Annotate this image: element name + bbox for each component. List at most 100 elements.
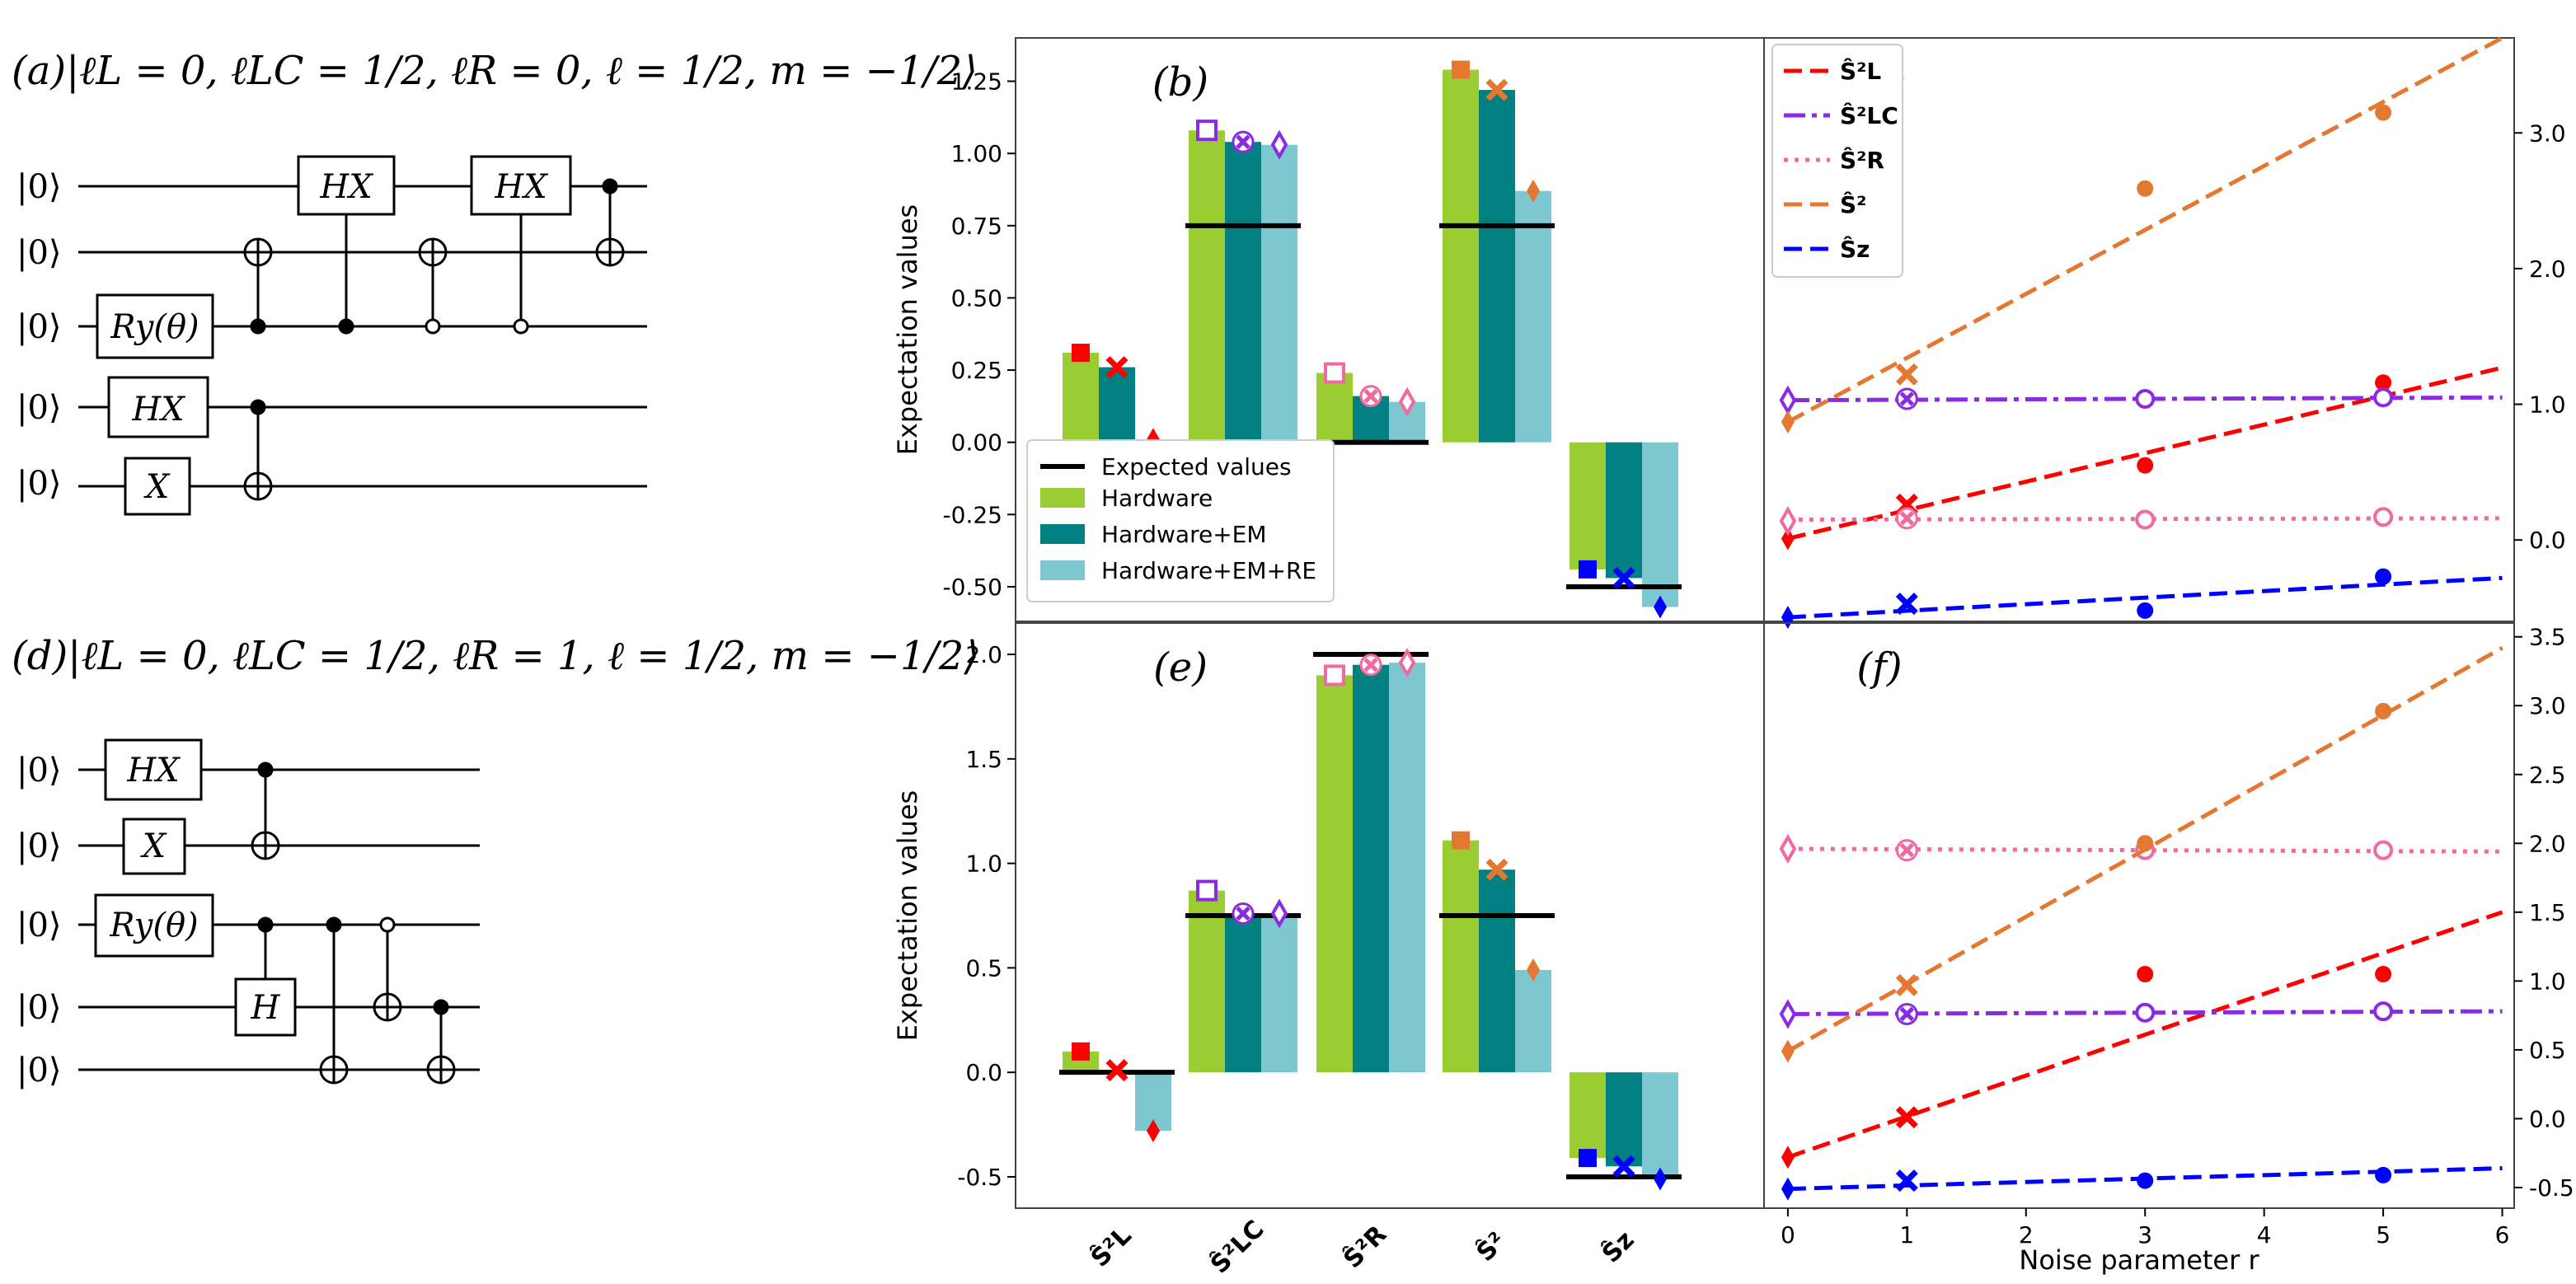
legend-label-expected: Expected values bbox=[1101, 453, 1292, 480]
y-tick-label: 0.0 bbox=[965, 1059, 1002, 1086]
marker-s2-3 bbox=[1527, 179, 1540, 203]
point-sl-1 bbox=[1895, 1106, 1918, 1129]
y-tick-label: 2.0 bbox=[965, 641, 1002, 668]
marker-sl-2 bbox=[1105, 356, 1128, 379]
y-tick-label: 1.0 bbox=[965, 851, 1002, 878]
marker-s2-2 bbox=[1485, 78, 1509, 101]
x-category-label-slc: Ŝ²LC bbox=[1204, 1214, 1270, 1280]
y-tick-label: 2.0 bbox=[2529, 830, 2566, 857]
marker-sz-1 bbox=[1579, 560, 1597, 579]
legend-label-2: Hardware+EM+RE bbox=[1101, 557, 1316, 584]
x-tick-label: 5 bbox=[2376, 1221, 2391, 1249]
point-slc-1 bbox=[1899, 391, 1915, 406]
point-sl-3 bbox=[2375, 966, 2392, 982]
y-tick-label: 0.5 bbox=[965, 954, 1002, 982]
panel-e-bar-chart: -0.5 0.0 0.5 1.0 1.5 2.0 Expectation values (e)… bbox=[892, 622, 1765, 1280]
y-tick-label: 3.5 bbox=[2529, 624, 2566, 651]
bar-slc-re bbox=[1261, 913, 1297, 1073]
point-s2-0 bbox=[1781, 410, 1795, 433]
point-sz-1 bbox=[1895, 593, 1918, 616]
y-axis-label: Expectation values bbox=[892, 204, 923, 455]
marker-sl-2 bbox=[1105, 1059, 1128, 1082]
point-sl-0 bbox=[1781, 1146, 1795, 1169]
legend-label-sr: Ŝ²R bbox=[1840, 146, 1884, 174]
panel-b-bar-chart: -0.50 -0.25 0.00 0.25 0.50 0.75 1.00 1.25 Expect… bbox=[892, 37, 1765, 622]
y-tick-label: 1.0 bbox=[2529, 391, 2566, 419]
x-tick-label: 0 bbox=[1781, 1221, 1795, 1249]
circuit-d-ket-1: |0⟩ bbox=[16, 752, 62, 790]
circuit-a-ket-4: |0⟩ bbox=[16, 389, 62, 427]
x-axis-label: Noise parameter r bbox=[2019, 1244, 2259, 1276]
point-sr-0 bbox=[1779, 506, 1797, 537]
legend-label-slc: Ŝ²LC bbox=[1840, 101, 1898, 129]
y-tick-label: -0.5 bbox=[2529, 1174, 2574, 1202]
marker-sr-3 bbox=[1398, 648, 1416, 678]
point-sl-2 bbox=[2137, 457, 2154, 474]
point-sr-3 bbox=[2373, 507, 2394, 527]
point-sz-0 bbox=[1781, 1177, 1795, 1201]
point-s2-0 bbox=[1781, 1039, 1795, 1063]
marker-slc-3 bbox=[1270, 898, 1288, 929]
marker-sl-3 bbox=[1147, 1119, 1160, 1143]
legend: Ŝ²L Ŝ²LC Ŝ²R Ŝ² Ŝz bbox=[1771, 44, 1903, 278]
x-category-label-sz: Ŝz bbox=[1596, 1225, 1640, 1269]
circuit-d-ket-5: |0⟩ bbox=[16, 1052, 62, 1090]
y-tick-label: -0.25 bbox=[943, 501, 1002, 528]
y-tick-label: 0.5 bbox=[2529, 1037, 2566, 1064]
legend-label-0: Hardware bbox=[1101, 485, 1213, 512]
plot-frame bbox=[1763, 37, 2515, 622]
point-slc-2 bbox=[2135, 388, 2156, 409]
marker-sz-3 bbox=[1654, 595, 1667, 619]
bar-sr-hardware bbox=[1316, 675, 1353, 1073]
bar-sr-em bbox=[1353, 664, 1389, 1073]
y-tick-label: 3.0 bbox=[2529, 119, 2566, 147]
x-category-label-s2: Ŝ² bbox=[1470, 1225, 1512, 1268]
y-tick-label: 0.0 bbox=[2529, 527, 2566, 554]
y-tick-label: 1.5 bbox=[965, 746, 1002, 773]
point-slc-2 bbox=[2135, 1002, 2156, 1023]
point-s2-2 bbox=[2137, 835, 2154, 852]
point-slc-3 bbox=[2373, 1001, 2394, 1022]
y-tick-label: 2.5 bbox=[2529, 761, 2566, 789]
y-tick-label: 0.50 bbox=[951, 284, 1002, 312]
marker-sz-3 bbox=[1654, 1167, 1667, 1191]
circuit-d-hx-gate: HX bbox=[126, 752, 181, 790]
point-sz-2 bbox=[2137, 1172, 2154, 1189]
circuit-d-ry-gate: Ry(θ) bbox=[109, 907, 198, 944]
y-tick-label: 1.25 bbox=[951, 68, 1002, 96]
y-tick-label: 1.5 bbox=[2529, 899, 2566, 926]
y-tick-label: 0.0 bbox=[2529, 1105, 2566, 1132]
circuit-a-ket-3: |0⟩ bbox=[16, 308, 62, 346]
point-slc-1 bbox=[1899, 1006, 1915, 1022]
point-sz-2 bbox=[2137, 602, 2154, 619]
marker-sr-2 bbox=[1363, 388, 1378, 404]
y-tick-label: 2.0 bbox=[2529, 255, 2566, 283]
point-slc-0 bbox=[1779, 385, 1797, 415]
y-tick-label: -0.5 bbox=[957, 1164, 1002, 1191]
point-sz-1 bbox=[1895, 1169, 1918, 1193]
bar-slc-re bbox=[1261, 144, 1297, 443]
circuit-a-title: (a)|ℓL = 0, ℓLC = 1/2, ℓR = 0, ℓ = 1/2, … bbox=[12, 48, 978, 94]
panel-label: (f) bbox=[1856, 644, 1902, 691]
bar-sl-em bbox=[1099, 367, 1135, 443]
marker-sz-1 bbox=[1579, 1149, 1597, 1168]
bar-s2-re bbox=[1515, 969, 1551, 1073]
y-tick-label: 0.25 bbox=[951, 357, 1002, 384]
marker-sr-1 bbox=[1324, 664, 1345, 687]
marker-sz-2 bbox=[1612, 566, 1635, 589]
circuit-d-x-gate: X bbox=[140, 827, 167, 865]
circuit-d-title: (d)|ℓL = 0, ℓLC = 1/2, ℓR = 1, ℓ = 1/2, … bbox=[12, 633, 979, 679]
plot-frame bbox=[1763, 622, 2515, 1209]
point-s2-3 bbox=[2375, 104, 2392, 121]
bar-slc-em bbox=[1225, 142, 1261, 443]
marker-slc-3 bbox=[1270, 129, 1288, 160]
bar-sr-hardware bbox=[1316, 373, 1353, 443]
y-axis-label: Expectation values bbox=[892, 790, 923, 1041]
circuit-a-hx-gate-1: HX bbox=[319, 168, 373, 206]
marker-sr-2 bbox=[1363, 657, 1378, 672]
circuit-a: (a)|ℓL = 0, ℓLC = 1/2, ℓR = 0, ℓ = 1/2, … bbox=[12, 48, 978, 516]
marker-slc-1 bbox=[1196, 879, 1218, 902]
marker-sr-3 bbox=[1398, 387, 1416, 417]
point-s2-1 bbox=[1895, 363, 1918, 386]
